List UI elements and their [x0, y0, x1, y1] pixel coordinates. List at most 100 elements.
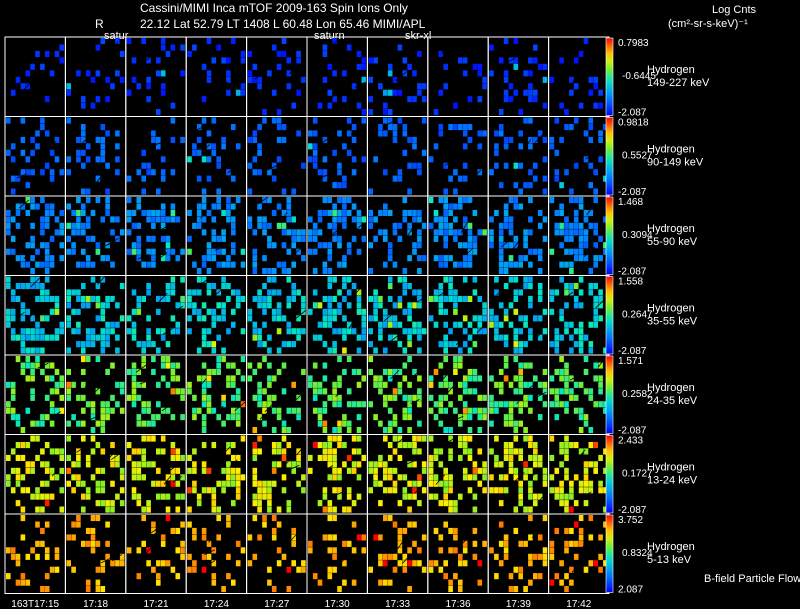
heatmap-cell — [458, 229, 463, 236]
heatmap-cell — [226, 203, 231, 210]
heatmap-cell — [146, 261, 151, 268]
heatmap-cell — [542, 63, 548, 70]
flow-arrow — [23, 80, 32, 91]
colorbar-max-label: 3.752 — [618, 515, 643, 526]
heatmap-cell — [583, 448, 589, 455]
heatmap-cell — [402, 560, 408, 567]
heatmap-cell — [593, 222, 598, 229]
colorbar-max-label: 2.433 — [618, 436, 643, 447]
heatmap-cell — [281, 209, 287, 216]
heatmap-cell — [160, 216, 166, 223]
heatmap-cell — [559, 203, 564, 210]
heatmap-cell — [443, 356, 448, 363]
heatmap-cell — [201, 302, 207, 309]
heatmap-cell — [90, 474, 96, 481]
heatmap-cell — [528, 506, 533, 513]
heatmap-cell — [443, 276, 448, 283]
heatmap-cell — [549, 540, 555, 547]
colorbar-max-label: 1.558 — [618, 277, 643, 288]
heatmap-cell — [477, 70, 483, 77]
heatmap-cell — [327, 394, 333, 401]
heatmap-cell — [542, 467, 548, 474]
heatmap-cell — [105, 414, 110, 421]
heatmap-cell — [327, 347, 333, 354]
heatmap-cell — [276, 109, 282, 116]
heatmap-cell — [593, 242, 598, 249]
heatmap-cell — [322, 209, 328, 216]
heatmap-cell — [337, 235, 342, 242]
heatmap-cell — [286, 586, 292, 593]
heatmap-cell — [458, 242, 463, 249]
flow-arrow — [348, 318, 356, 329]
heatmap-cell — [433, 560, 439, 567]
heatmap-cell — [433, 235, 439, 242]
heatmap-cell — [175, 328, 181, 335]
heatmap-cell — [262, 268, 267, 275]
flow-arrow — [585, 152, 598, 160]
heatmap-cell — [291, 328, 296, 335]
heatmap-cell — [151, 356, 156, 363]
heatmap-cell — [332, 347, 337, 354]
heatmap-cell — [44, 268, 50, 275]
heatmap-cell — [211, 442, 217, 449]
heatmap-cell — [206, 289, 212, 296]
heatmap-cell — [443, 341, 448, 348]
heatmap-cell — [30, 136, 35, 143]
heatmap-cell — [373, 375, 378, 382]
heatmap-cell — [90, 209, 96, 216]
heatmap-cell — [281, 188, 287, 195]
heatmap-cell — [271, 289, 277, 296]
heatmap-cell — [392, 321, 398, 328]
heatmap-cell — [472, 375, 478, 382]
heatmap-cell — [66, 534, 71, 541]
heatmap-cell — [417, 347, 422, 354]
heatmap-cell — [332, 276, 337, 283]
heatmap-cell — [598, 130, 603, 137]
heatmap-cell — [383, 203, 388, 210]
heatmap-cell — [387, 255, 393, 262]
heatmap-cell — [537, 394, 543, 401]
panel-frame — [427, 36, 489, 117]
flow-arrow — [254, 69, 267, 80]
colorbar-max-label: 1.571 — [618, 356, 643, 367]
heatmap-cell — [301, 255, 306, 262]
heatmap-cell — [291, 283, 296, 290]
heatmap-cell — [528, 480, 533, 487]
heatmap-cell — [308, 156, 313, 163]
heatmap-cell — [453, 407, 458, 414]
heatmap-cell — [438, 566, 444, 573]
heatmap-cell — [494, 435, 499, 442]
flow-arrow — [150, 142, 161, 148]
heatmap-cell — [141, 461, 146, 468]
heatmap-cell — [387, 427, 393, 434]
heatmap-cell — [453, 534, 458, 541]
heatmap-cell — [518, 328, 523, 335]
flow-arrow — [54, 571, 67, 580]
heatmap-cell — [192, 44, 197, 51]
heatmap-cell — [378, 209, 383, 216]
panel-frame — [487, 116, 550, 197]
energy-label: 149-227 keV — [647, 77, 710, 89]
flow-arrow — [175, 305, 184, 312]
heatmap-cell — [286, 506, 292, 513]
heatmap-cell — [100, 420, 106, 427]
heatmap-cell — [433, 368, 439, 375]
heatmap-cell — [387, 579, 393, 586]
heatmap-cell — [462, 70, 468, 77]
heatmap-cell — [397, 540, 403, 547]
heatmap-cell — [583, 334, 589, 341]
heatmap-cell — [187, 235, 192, 242]
heatmap-cell — [156, 209, 161, 216]
heatmap-cell — [30, 420, 35, 427]
heatmap-cell — [603, 467, 608, 474]
heatmap-cell — [569, 506, 574, 513]
heatmap-cell — [523, 506, 528, 513]
heatmap-cell — [247, 50, 253, 57]
flow-arrow — [354, 81, 366, 89]
heatmap-cell — [85, 302, 91, 309]
heatmap-cell — [564, 328, 569, 335]
heatmap-cell — [351, 83, 357, 90]
heatmap-cell — [257, 169, 262, 176]
heatmap-cell — [81, 347, 86, 354]
heatmap-cell — [448, 209, 453, 216]
